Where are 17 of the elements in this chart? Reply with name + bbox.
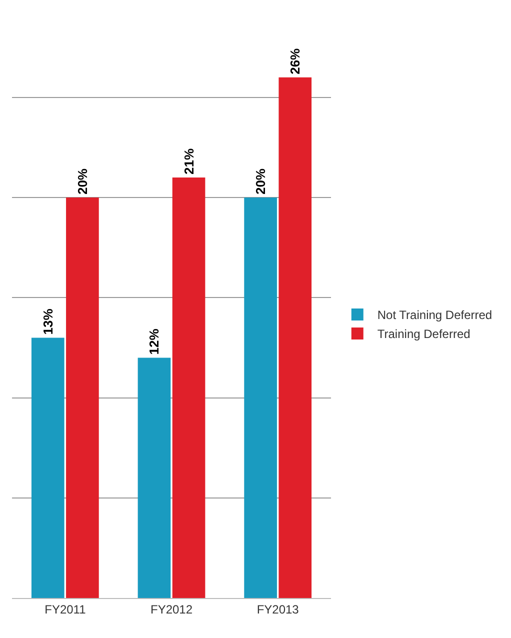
data-label: 26% (288, 48, 303, 74)
bar (172, 178, 206, 598)
bar (138, 358, 171, 598)
x-tick-label: FY2013 (256, 602, 300, 616)
data-label: 13% (40, 308, 56, 335)
bar (31, 338, 64, 598)
bar (278, 77, 312, 598)
x-tick-label: FY2011 (44, 602, 86, 616)
legend-label: Training Deferred (377, 327, 470, 342)
data-label: 12% (146, 328, 162, 355)
data-label: 21% (181, 148, 196, 175)
x-tick-label: FY2012 (150, 602, 193, 616)
legend-label: Not Training Deferred (377, 308, 492, 322)
bar (66, 198, 99, 598)
data-label: 20% (253, 168, 268, 195)
bar (244, 198, 277, 598)
data-label: 20% (74, 168, 90, 195)
